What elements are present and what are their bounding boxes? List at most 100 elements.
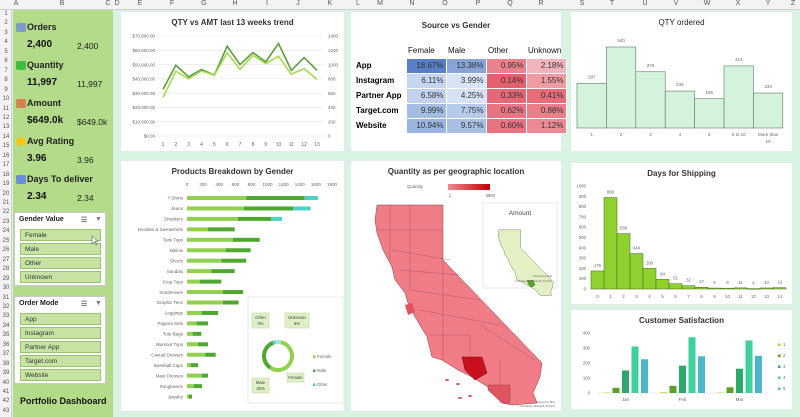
- row-header[interactable]: 30: [2, 285, 10, 292]
- bar-female: [187, 196, 247, 200]
- row-header[interactable]: 19: [2, 181, 10, 188]
- order-mode-slicer-title: Order Mode: [19, 300, 59, 307]
- column-header-U[interactable]: U: [642, 0, 648, 7]
- order-mode-filter-instagram[interactable]: Instagram: [20, 327, 101, 339]
- row-header[interactable]: 17: [2, 162, 10, 169]
- column-header-V[interactable]: V: [673, 0, 679, 7]
- row-header[interactable]: 3: [4, 29, 8, 36]
- bar-male: [223, 290, 243, 295]
- row-header[interactable]: 11: [2, 105, 10, 112]
- row-header[interactable]: 32: [2, 303, 10, 310]
- gender-filter-female[interactable]: Female: [20, 229, 101, 241]
- bar-data-label: 4: [752, 281, 755, 286]
- row-header[interactable]: 42: [2, 398, 10, 405]
- row-header[interactable]: 4: [4, 39, 8, 46]
- satisfaction-bar-rating-3: [679, 365, 686, 393]
- column-header-O[interactable]: O: [442, 0, 448, 7]
- bar-female: [187, 216, 238, 221]
- row-header[interactable]: 18: [2, 171, 10, 178]
- row-header[interactable]: 12: [2, 114, 10, 121]
- row-header[interactable]: 36: [2, 341, 10, 348]
- column-header-D[interactable]: D: [114, 0, 120, 7]
- column-header-Q[interactable]: Q: [507, 0, 513, 7]
- gender-filter-other[interactable]: Other: [20, 257, 101, 269]
- row-header[interactable]: 41: [2, 389, 10, 395]
- row-header[interactable]: 6: [4, 58, 8, 65]
- multi-select-icon[interactable]: ☰: [81, 301, 88, 308]
- column-header-G[interactable]: G: [201, 0, 207, 7]
- column-header-T[interactable]: T: [609, 0, 615, 7]
- column-header-I[interactable]: I: [266, 0, 268, 7]
- state-shape: [374, 204, 543, 406]
- row-header[interactable]: 37: [2, 351, 10, 358]
- bar-data-label: 233: [764, 84, 772, 89]
- column-header-E[interactable]: E: [137, 0, 143, 7]
- column-header-S[interactable]: S: [579, 0, 585, 7]
- row-header[interactable]: 21: [2, 200, 10, 206]
- order-mode-filter-targetcom[interactable]: Target.com: [20, 355, 101, 367]
- row-header[interactable]: 25: [2, 237, 10, 244]
- row-header[interactable]: 8: [4, 77, 8, 84]
- clear-filter-icon[interactable]: ▼: [95, 300, 102, 307]
- gender-filter-male[interactable]: Male: [20, 243, 101, 255]
- row-header[interactable]: 22: [2, 209, 10, 216]
- order-mode-filter-app[interactable]: App: [20, 313, 101, 325]
- row-header[interactable]: 13: [2, 124, 10, 131]
- multi-select-icon[interactable]: ☰: [81, 217, 88, 224]
- row-header[interactable]: 43: [2, 407, 10, 414]
- column-header-W[interactable]: W: [703, 0, 711, 7]
- column-header-F[interactable]: F: [169, 0, 175, 7]
- row-header[interactable]: 39: [2, 370, 10, 377]
- row-header[interactable]: 35: [2, 332, 10, 339]
- row-header[interactable]: 29: [2, 275, 10, 282]
- row-header[interactable]: 16: [2, 152, 10, 159]
- column-header-A[interactable]: A: [13, 0, 19, 7]
- row-header[interactable]: 9: [4, 86, 8, 93]
- row-header[interactable]: 27: [2, 256, 10, 263]
- row-header[interactable]: 7: [4, 67, 8, 74]
- column-header-C[interactable]: C: [105, 0, 111, 7]
- column-header-K[interactable]: K: [327, 0, 333, 7]
- column-header-N[interactable]: N: [409, 0, 415, 7]
- row-header[interactable]: 2: [4, 20, 8, 27]
- x-tick-label: 2: [174, 142, 177, 148]
- column-header-P[interactable]: P: [475, 0, 481, 7]
- row-header[interactable]: 1: [4, 11, 8, 17]
- row-header[interactable]: 34: [2, 322, 10, 329]
- row-header[interactable]: 14: [2, 133, 10, 140]
- row-header[interactable]: 15: [2, 143, 10, 150]
- row-header[interactable]: 31: [2, 294, 10, 301]
- row-header[interactable]: 20: [2, 190, 10, 197]
- row-header[interactable]: 23: [2, 218, 10, 225]
- row-header[interactable]: 26: [2, 247, 10, 254]
- order-mode-filter-partnerapp[interactable]: Partner App: [20, 341, 101, 353]
- column-header-M[interactable]: M: [377, 0, 383, 7]
- row-header[interactable]: 38: [2, 360, 10, 367]
- row-header[interactable]: 24: [2, 228, 10, 235]
- column-header-X[interactable]: X: [735, 0, 741, 7]
- kpi-label: Orders: [27, 22, 57, 32]
- column-header-L[interactable]: L: [356, 0, 360, 7]
- column-header-B[interactable]: B: [59, 0, 65, 7]
- x-tick-label: 600: [232, 182, 240, 187]
- column-header-H[interactable]: H: [232, 0, 238, 7]
- bar-male: [196, 321, 209, 326]
- column-header-R[interactable]: R: [538, 0, 544, 7]
- column-header-Z[interactable]: Z: [790, 0, 796, 7]
- row-header[interactable]: 5: [4, 48, 8, 55]
- column-header-J[interactable]: J: [296, 0, 300, 7]
- gender-filter-unknown[interactable]: Unknown: [20, 271, 101, 283]
- qty-bar: [664, 90, 695, 129]
- donut-data-label-box: [284, 312, 310, 329]
- row-header[interactable]: 40: [2, 379, 10, 386]
- row-header[interactable]: 33: [2, 313, 10, 320]
- column-header-Y[interactable]: Y: [765, 0, 771, 7]
- x-tick-label: 2: [622, 294, 625, 299]
- row-header[interactable]: 28: [2, 266, 10, 273]
- row-header[interactable]: 10: [2, 96, 10, 103]
- bar-data-label: 888: [607, 190, 615, 195]
- order-mode-filter-website[interactable]: Website: [20, 369, 101, 381]
- clear-filter-icon[interactable]: ▼: [95, 216, 102, 223]
- x-tick-label: 1000: [263, 182, 274, 187]
